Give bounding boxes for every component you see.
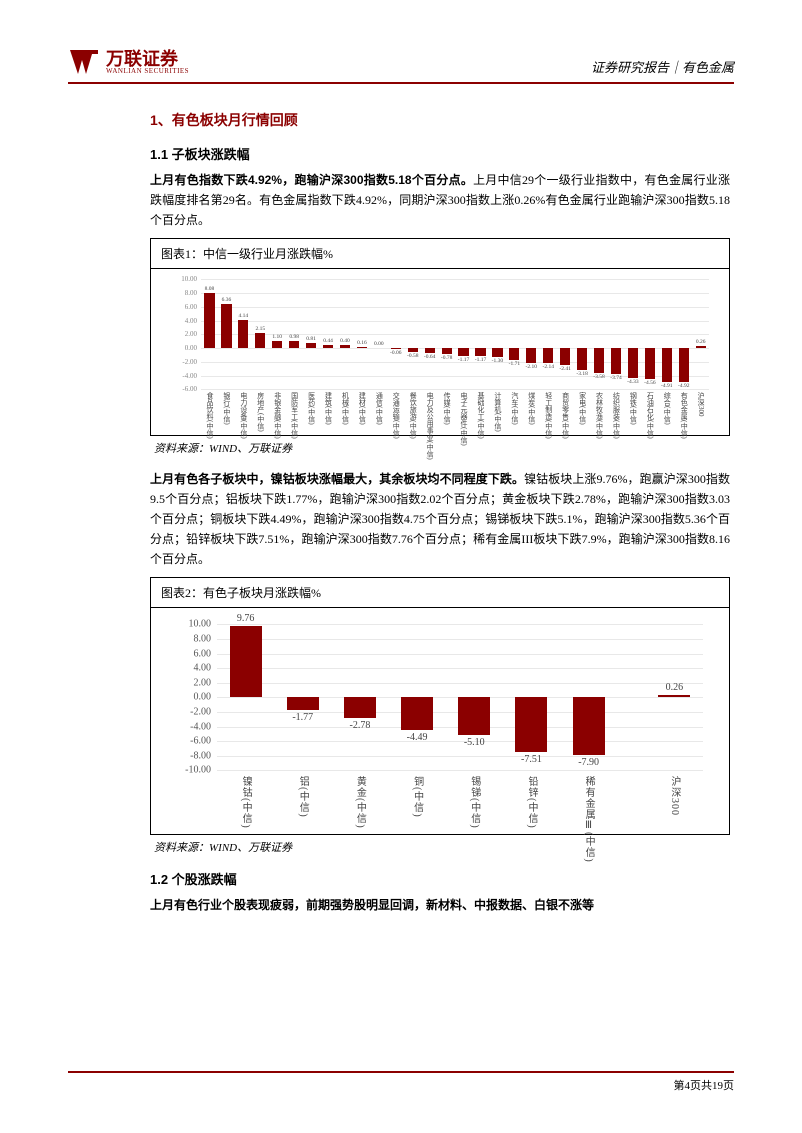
- chart2-source: 资料来源：WIND、万联证券: [150, 839, 730, 855]
- chart1-body: 10.008.006.004.002.000.00-2.00-4.00-6.00…: [151, 269, 729, 435]
- page-number: 第4页共19页: [674, 1080, 735, 1092]
- section-1-1-title: 1.1 子板块涨跌幅: [150, 144, 730, 163]
- logo: 万联证券 WANLIAN SECURITIES: [68, 48, 189, 76]
- paragraph-3-bold: 上月有色行业个股表现疲弱，前期强势股明显回调，新材料、中报数据、白银不涨等: [150, 898, 594, 912]
- chart1-plot: 10.008.006.004.002.000.00-2.00-4.00-6.00…: [167, 279, 713, 429]
- page-footer: 第4页共19页: [68, 1071, 734, 1093]
- chart1-title: 图表1：中信一级行业月涨跌幅%: [151, 239, 729, 269]
- header-subtitle: 证券研究报告｜有色金属: [591, 57, 734, 76]
- main-content: 1、有色板块月行情回顾 1.1 子板块涨跌幅 上月有色指数下跌4.92%，跑输沪…: [150, 110, 730, 924]
- page-header: 万联证券 WANLIAN SECURITIES 证券研究报告｜有色金属: [68, 48, 734, 84]
- paragraph-1: 上月有色指数下跌4.92%，跑输沪深300指数5.18个百分点。上月中信29个一…: [150, 171, 730, 230]
- logo-en: WANLIAN SECURITIES: [106, 68, 189, 75]
- logo-cn: 万联证券: [106, 50, 189, 68]
- paragraph-2-bold: 上月有色各子板块中，镍钴板块涨幅最大，其余板块均不同程度下跌。: [150, 472, 524, 486]
- chart2-frame: 图表2：有色子板块月涨跌幅% 10.008.006.004.002.000.00…: [150, 577, 730, 835]
- chart1-frame: 图表1：中信一级行业月涨跌幅% 10.008.006.004.002.000.0…: [150, 238, 730, 436]
- chart2-title: 图表2：有色子板块月涨跌幅%: [151, 578, 729, 608]
- chart2-plot: 10.008.006.004.002.000.00-2.00-4.00-6.00…: [167, 618, 713, 828]
- paragraph-2: 上月有色各子板块中，镍钴板块涨幅最大，其余板块均不同程度下跌。镍钴板块上涨9.7…: [150, 470, 730, 569]
- logo-icon: [68, 48, 102, 76]
- section-1-title: 1、有色板块月行情回顾: [150, 110, 730, 130]
- paragraph-1-bold: 上月有色指数下跌4.92%，跑输沪深300指数5.18个百分点。: [150, 173, 473, 187]
- section-1-2-title: 1.2 个股涨跌幅: [150, 869, 730, 888]
- paragraph-3: 上月有色行业个股表现疲弱，前期强势股明显回调，新材料、中报数据、白银不涨等: [150, 896, 730, 916]
- chart1-source: 资料来源：WIND、万联证券: [150, 440, 730, 456]
- logo-text-block: 万联证券 WANLIAN SECURITIES: [106, 50, 189, 75]
- chart2-body: 10.008.006.004.002.000.00-2.00-4.00-6.00…: [151, 608, 729, 834]
